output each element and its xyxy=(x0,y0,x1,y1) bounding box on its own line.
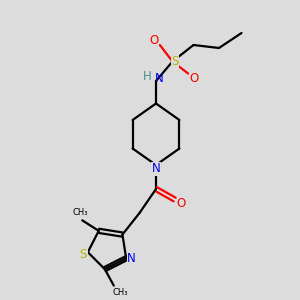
Text: CH₃: CH₃ xyxy=(112,288,128,297)
Text: S: S xyxy=(171,55,178,68)
Text: N: N xyxy=(154,71,164,85)
Text: O: O xyxy=(177,196,186,210)
Text: O: O xyxy=(190,71,199,85)
Text: S: S xyxy=(80,248,87,261)
Text: H: H xyxy=(142,70,152,83)
Text: O: O xyxy=(150,34,159,47)
Text: N: N xyxy=(152,162,160,175)
Text: N: N xyxy=(127,252,136,265)
Text: CH₃: CH₃ xyxy=(73,208,88,217)
